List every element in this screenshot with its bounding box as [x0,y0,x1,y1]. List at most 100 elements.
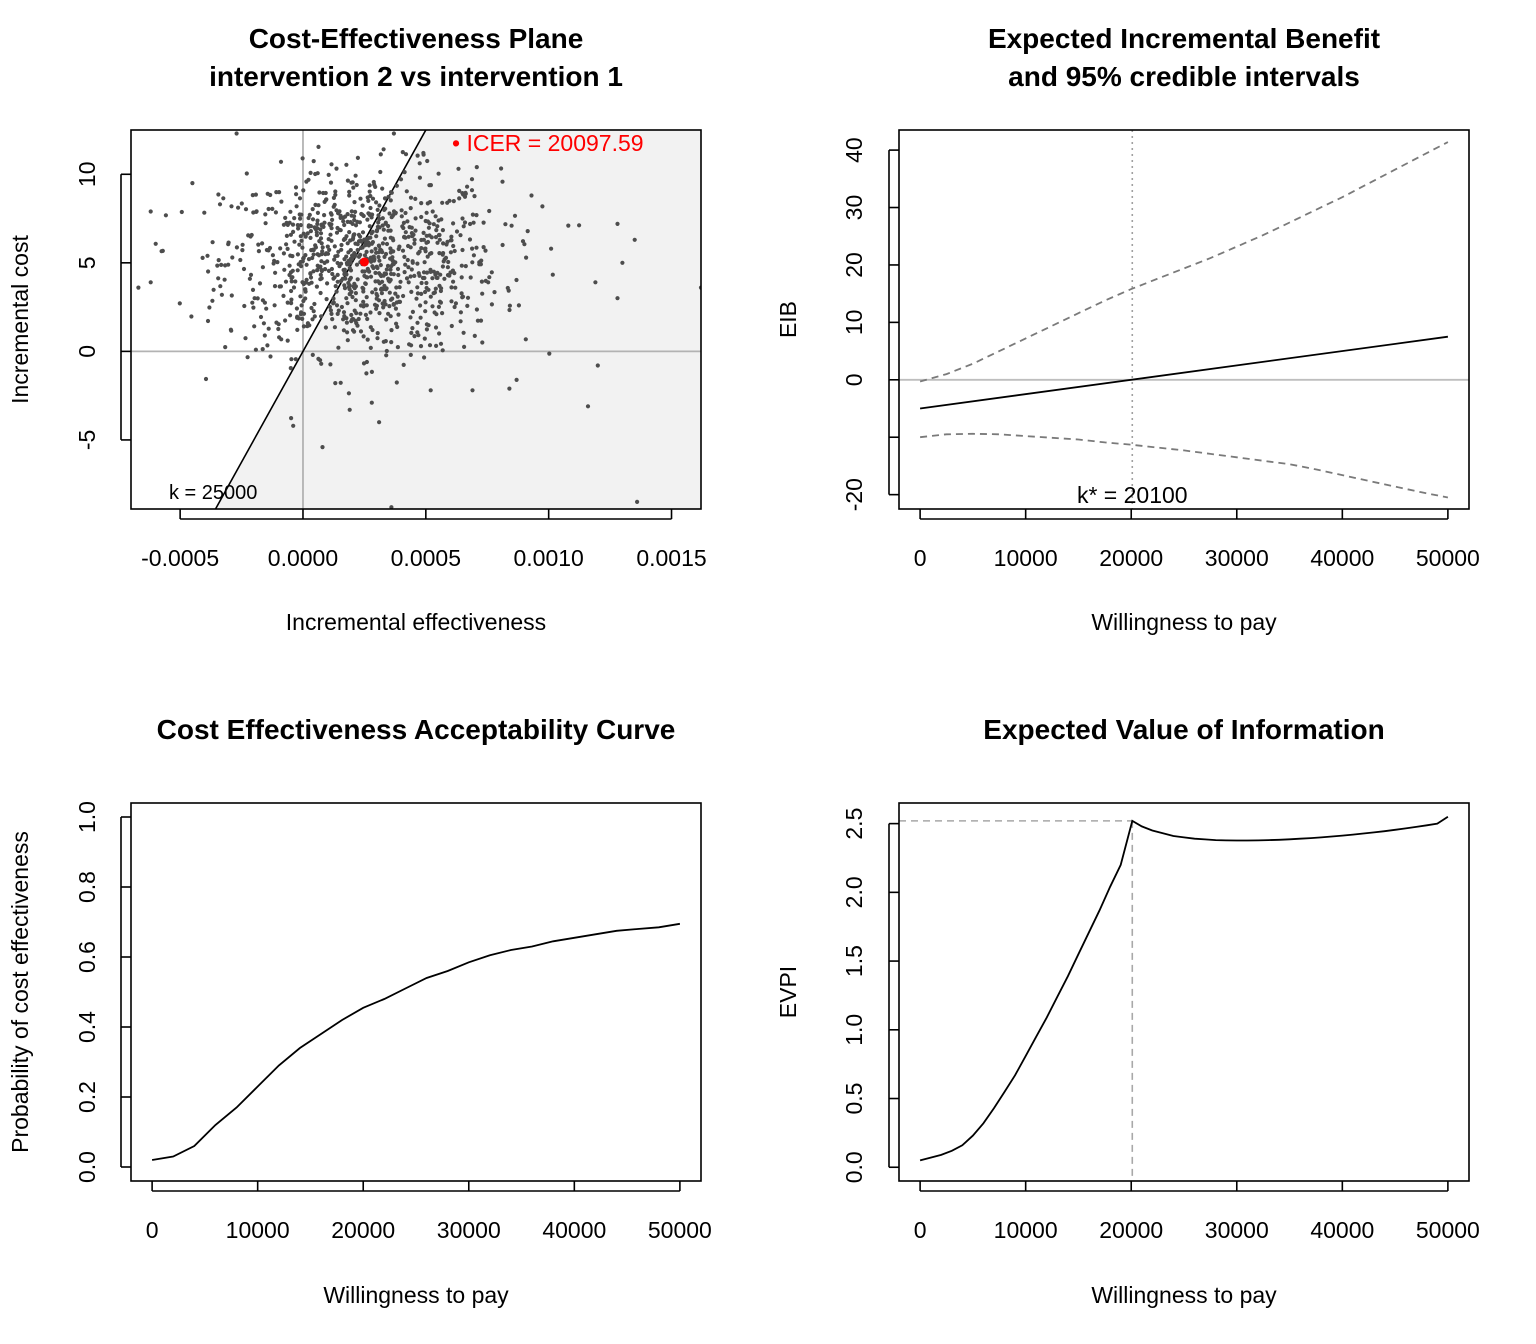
sim-point [313,171,318,177]
sim-point [369,369,374,374]
x-tick-label: 30000 [437,1217,501,1243]
sim-point [353,209,358,214]
sim-point [333,189,338,194]
sim-point [375,207,380,212]
sim-point [243,207,249,212]
sim-point [376,254,381,260]
sim-point [487,275,492,280]
sim-point [348,268,354,273]
sim-point [425,158,430,164]
sim-point [353,173,358,178]
x-axis-label: Willingness to pay [1091,1282,1277,1308]
sim-point [229,293,234,298]
sim-point [425,254,430,259]
sim-point [394,183,399,188]
sim-point [419,246,424,251]
sim-point [311,159,316,164]
sim-point [334,166,339,171]
sim-point [370,229,375,234]
y-axis-label: EVPI [775,966,801,1018]
sim-point [433,235,439,240]
sim-point [353,318,358,323]
sim-point [285,338,290,343]
sim-point [396,312,401,317]
sim-point [514,277,519,283]
sim-point [434,343,439,348]
sim-point [446,259,451,265]
sim-point [210,298,215,303]
sim-point [388,256,393,261]
sim-point [311,309,316,314]
sim-point [353,241,358,246]
sim-point [295,223,300,228]
sim-point [365,316,370,322]
sim-point [400,150,405,155]
sim-point [424,270,430,275]
sim-point [393,306,398,311]
sim-point [458,319,463,324]
sim-point [524,255,529,260]
sim-point [383,221,388,226]
sim-point [384,317,389,322]
sim-point [352,251,357,256]
plot-area [131,130,701,509]
sim-point [268,354,273,359]
sim-point [301,298,306,304]
sim-point [474,245,479,250]
sim-point [362,269,367,274]
sim-point [411,232,416,237]
sim-point [216,258,221,263]
sim-point [474,213,479,218]
sim-point [297,242,302,247]
sim-point [327,304,332,309]
sim-point [456,166,461,171]
y-tick-label: 0.0 [841,1151,867,1183]
sim-point [260,265,265,270]
sim-point [348,275,353,280]
sim-point [547,351,552,356]
sim-point [283,279,289,284]
sim-point [440,264,445,269]
sim-point [344,320,349,325]
sim-point [322,213,327,218]
sim-point [507,307,512,313]
sim-point [373,246,378,251]
ceac-line [151,922,681,1161]
sim-point [417,273,422,278]
sim-point [428,183,433,188]
sim-point [358,311,363,316]
sim-point [475,318,480,323]
sim-point [448,238,453,243]
sim-point [387,211,392,216]
sim-point [319,314,324,319]
sim-point [460,191,465,196]
sim-point [318,290,323,296]
sim-point [351,284,356,289]
sim-point [349,180,354,185]
sim-point [298,234,303,239]
y-tick-label: 40 [841,137,867,163]
sim-point [396,272,401,278]
ci-line [919,141,1449,383]
sim-point [431,269,436,274]
sim-point [326,237,331,242]
plot-box [130,129,702,510]
sim-point [479,258,484,263]
sim-point [431,222,436,227]
sim-point [350,237,355,242]
sim-point [274,190,279,195]
sim-point [391,302,396,307]
sim-point [383,251,389,257]
sim-point [207,305,212,310]
sim-point [293,357,298,362]
sim-point [391,249,396,254]
sim-point [253,192,258,197]
plot-box [898,129,1470,510]
sim-point [397,299,403,304]
sim-point [397,285,402,290]
sim-point [415,261,420,266]
sim-point [284,233,289,238]
sim-point [283,318,288,323]
sim-point [399,214,404,219]
sim-point [366,198,371,203]
